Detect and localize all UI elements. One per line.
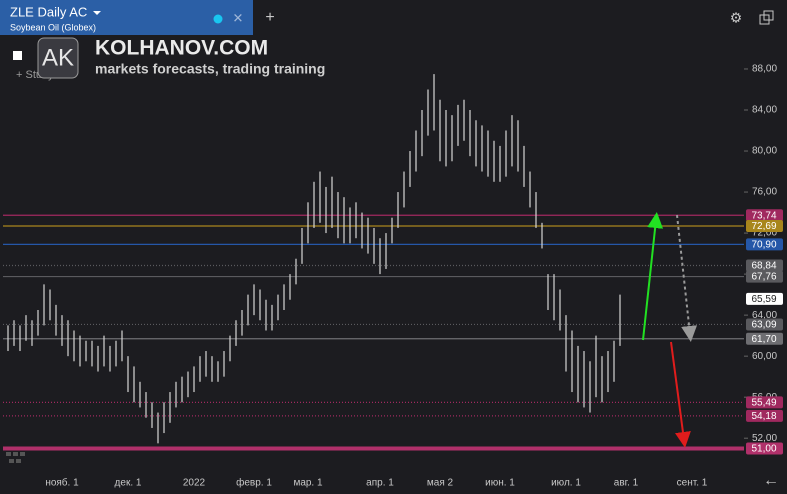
- x-tick-label: авг. 1: [614, 478, 639, 489]
- x-tick-label: февр. 1: [236, 477, 272, 489]
- y-tick-label: 72,00: [752, 228, 777, 239]
- x-tick-label: июл. 1: [551, 478, 581, 489]
- y-tick-label: 88,00: [752, 64, 777, 75]
- x-tick-label: июн. 1: [485, 478, 515, 489]
- x-tick-label: мая 2: [427, 478, 454, 489]
- x-tick-label: дек. 1: [115, 478, 142, 489]
- x-tick-label: сент. 1: [677, 478, 708, 489]
- level-label-box: [746, 442, 783, 455]
- dropdown-icon[interactable]: [93, 11, 101, 15]
- level-label: 68,84: [751, 261, 776, 272]
- level-label: 63,09: [751, 320, 776, 331]
- settings-icon[interactable]: ⚙: [730, 10, 743, 26]
- logo: AK: [42, 44, 74, 71]
- level-label: 72,69: [751, 221, 776, 232]
- level-label: 54,18: [751, 411, 776, 422]
- y-tick-label: 64,00: [752, 310, 777, 321]
- x-tick-label: апр. 1: [366, 478, 394, 489]
- dotted-arrow: [676, 214, 698, 342]
- brand: KOLHANOV.COM: [95, 37, 268, 60]
- tagline: markets forecasts, trading training: [95, 61, 325, 77]
- y-tick-label: 80,00: [752, 146, 777, 157]
- level-label: 55,49: [751, 398, 776, 409]
- close-tab[interactable]: ✕: [233, 10, 244, 25]
- x-tick-label: 2022: [183, 478, 206, 489]
- level-label-box: [746, 396, 783, 409]
- y-tick-label: 84,00: [752, 105, 777, 116]
- x-tick-label: нояб. 1: [45, 477, 79, 489]
- level-label-box: [746, 270, 783, 283]
- level-label-box: [746, 292, 783, 305]
- down-arrow: [670, 341, 691, 448]
- level-label-box: [746, 238, 783, 251]
- level-label-box: [746, 318, 783, 331]
- level-label: 73,74: [751, 210, 776, 221]
- level-label: 61,70: [751, 334, 776, 345]
- level-label-box: [746, 209, 783, 222]
- watermark-icon: [6, 452, 25, 463]
- level-label-box: [746, 259, 783, 272]
- level-label: 67,76: [751, 272, 776, 283]
- level-label-box: [746, 220, 783, 232]
- status-dot: [213, 14, 223, 24]
- level-label: 51,00: [751, 444, 776, 455]
- checkbox[interactable]: [13, 51, 22, 60]
- window-icon[interactable]: [763, 10, 774, 21]
- tab-title: ZLE Daily AC: [10, 4, 87, 19]
- up-arrow: [642, 212, 664, 341]
- level-label-box: [746, 409, 783, 422]
- x-tick-label: мар. 1: [293, 478, 323, 489]
- scroll-left[interactable]: ←: [763, 472, 779, 489]
- y-tick-label: 60,00: [752, 351, 777, 362]
- level-label: 65,59: [751, 294, 776, 305]
- symbol-tab[interactable]: [0, 0, 253, 35]
- level-label: 70,90: [751, 239, 776, 250]
- y-tick-label: 76,00: [752, 187, 777, 198]
- tab-subtitle: Soybean Oil (Globex): [10, 22, 96, 32]
- y-tick-label: 52,00: [752, 433, 777, 444]
- logo-box: [37, 37, 79, 79]
- level-label-box: [746, 332, 783, 345]
- add-tab[interactable]: +: [265, 9, 274, 26]
- plot-area: 52,0056,0060,0064,0068,0072,0076,0080,00…: [3, 64, 783, 489]
